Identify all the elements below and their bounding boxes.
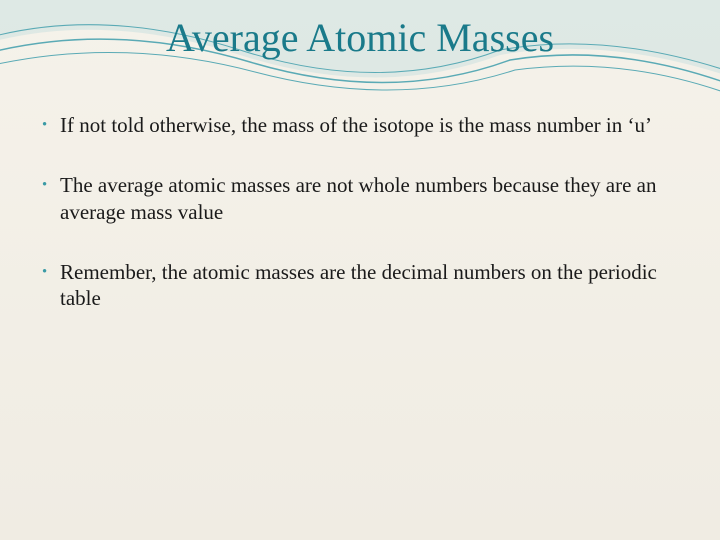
slide-title: Average Atomic Masses [0,14,720,61]
bullet-item: • If not told otherwise, the mass of the… [42,112,682,138]
bullet-dot-icon: • [42,259,60,280]
bullet-dot-icon: • [42,112,60,133]
bullet-dot-icon: • [42,172,60,193]
bullet-text: The average atomic masses are not whole … [60,172,682,225]
bullet-text: Remember, the atomic masses are the deci… [60,259,682,312]
bullet-item: • The average atomic masses are not whol… [42,172,682,225]
bullet-item: • Remember, the atomic masses are the de… [42,259,682,312]
bullet-text: If not told otherwise, the mass of the i… [60,112,682,138]
slide: Average Atomic Masses • If not told othe… [0,0,720,540]
bullet-list: • If not told otherwise, the mass of the… [42,112,682,345]
